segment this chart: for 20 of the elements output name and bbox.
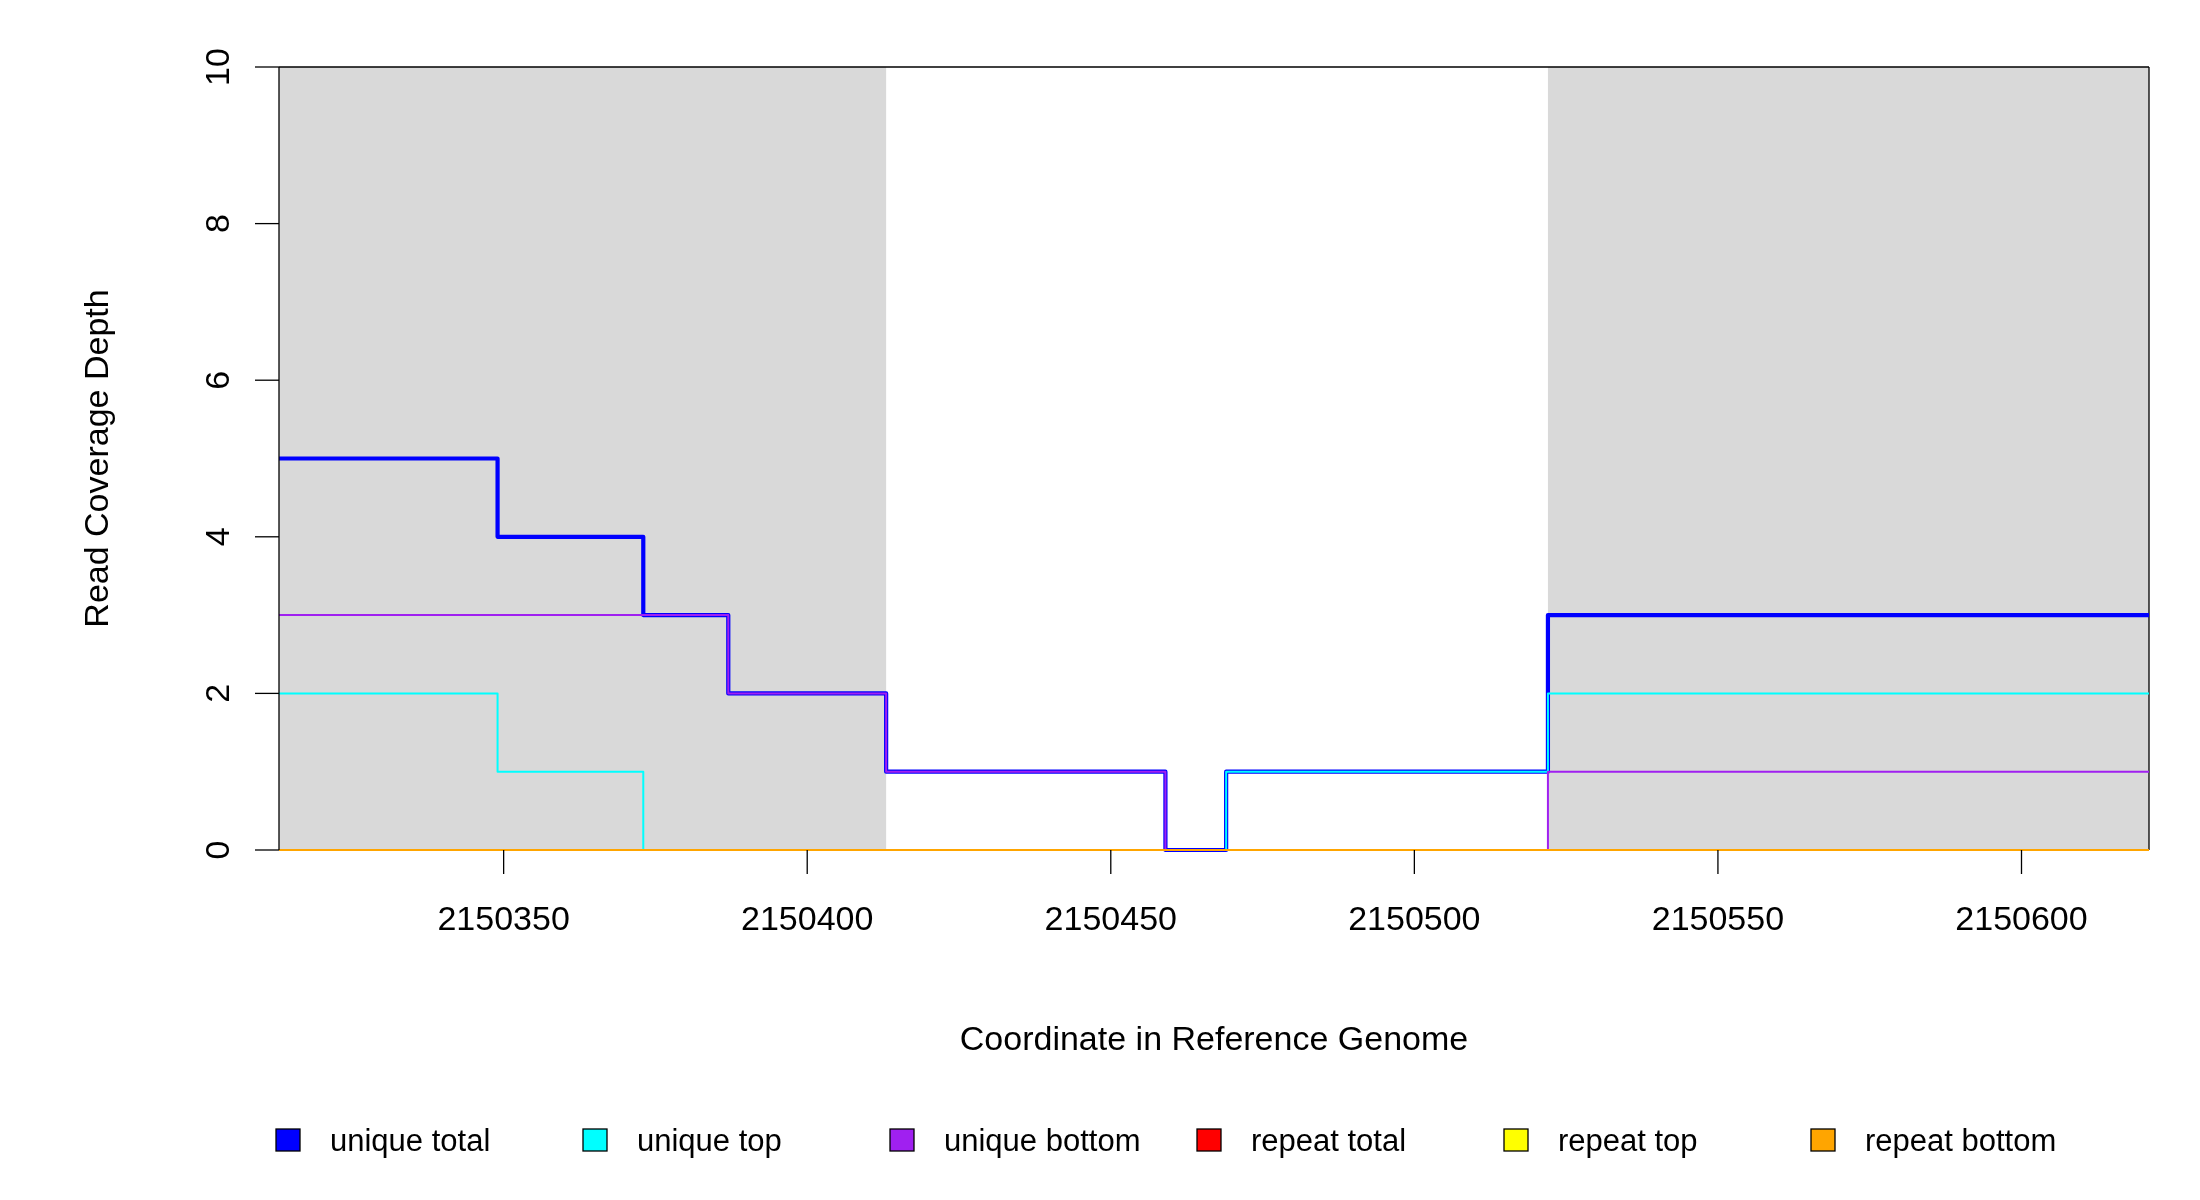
x-tick-label: 2150400 bbox=[741, 899, 874, 937]
y-tick-label: 0 bbox=[198, 840, 236, 860]
y-tick-label: 10 bbox=[198, 48, 236, 86]
x-axis-title: Coordinate in Reference Genome bbox=[959, 1019, 1469, 1057]
legend-label: repeat bottom bbox=[1865, 1123, 2057, 1158]
x-tick-label: 2150600 bbox=[1955, 899, 2088, 937]
y-tick-label: 4 bbox=[198, 527, 236, 547]
y-tick-label: 2 bbox=[198, 683, 236, 703]
legend-label: unique total bbox=[330, 1123, 491, 1158]
x-tick-label: 2150450 bbox=[1044, 899, 1177, 937]
legend-label: repeat top bbox=[1558, 1123, 1698, 1158]
x-tick-label: 2150500 bbox=[1348, 899, 1481, 937]
y-tick-label: 8 bbox=[198, 214, 236, 234]
x-tick-label: 2150550 bbox=[1651, 899, 1785, 937]
y-axis-title: Read Coverage Depth bbox=[77, 289, 115, 628]
legend-label: unique bottom bbox=[944, 1123, 1141, 1158]
legend-label: repeat total bbox=[1251, 1123, 1407, 1158]
y-tick-label: 6 bbox=[198, 370, 236, 390]
legend-label: unique top bbox=[637, 1123, 782, 1158]
x-tick-label: 2150350 bbox=[437, 899, 570, 937]
